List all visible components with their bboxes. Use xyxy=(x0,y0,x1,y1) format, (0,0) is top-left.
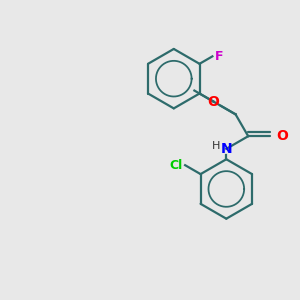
Text: N: N xyxy=(220,142,232,156)
Text: O: O xyxy=(276,129,288,143)
Text: O: O xyxy=(208,95,220,109)
Text: H: H xyxy=(212,141,220,151)
Text: Cl: Cl xyxy=(169,159,182,172)
Text: F: F xyxy=(215,50,224,63)
